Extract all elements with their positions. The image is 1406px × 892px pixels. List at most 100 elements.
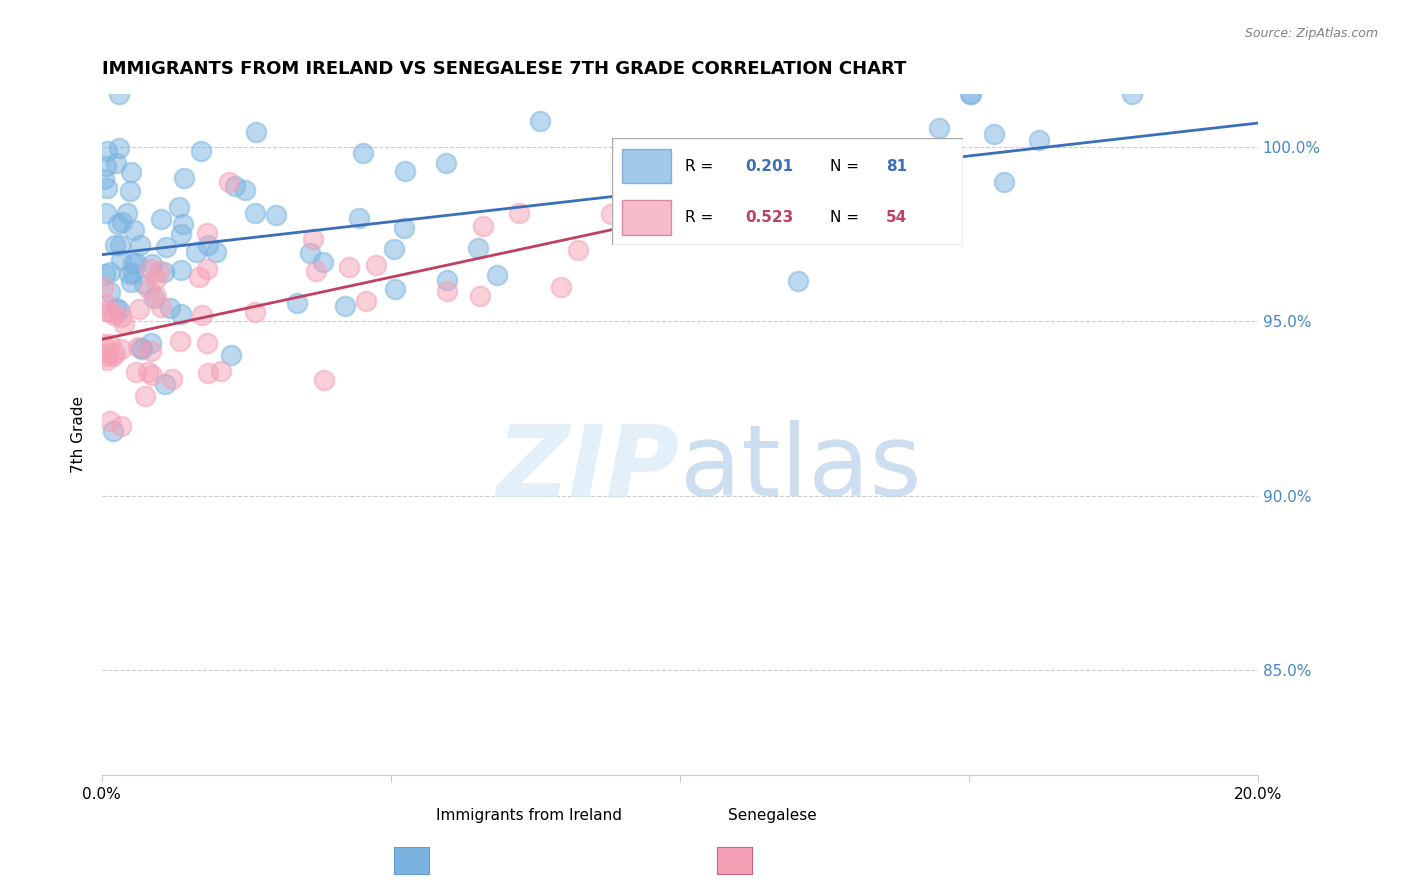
Senegalese — [103, 308, 125, 322]
Senegalese — [141, 343, 163, 358]
Senegalese — [567, 243, 589, 257]
Senegalese — [103, 349, 125, 363]
Senegalese — [94, 297, 117, 311]
Text: Source: ZipAtlas.com: Source: ZipAtlas.com — [1244, 27, 1378, 40]
Immigrants from Ireland — [298, 246, 321, 260]
Bar — [621, 149, 672, 183]
Senegalese — [243, 304, 266, 318]
Senegalese — [145, 289, 167, 303]
Senegalese — [125, 365, 148, 379]
Immigrants from Ireland — [105, 301, 128, 316]
Immigrants from Ireland — [93, 171, 115, 186]
Immigrants from Ireland — [105, 156, 128, 170]
Immigrants from Ireland — [394, 164, 416, 178]
Senegalese — [97, 346, 120, 360]
Senegalese — [104, 346, 127, 360]
Text: R =: R = — [686, 159, 718, 174]
Immigrants from Ireland — [117, 206, 139, 220]
Immigrants from Ireland — [184, 245, 207, 260]
Senegalese — [98, 337, 121, 351]
Text: 54: 54 — [886, 210, 907, 225]
Senegalese — [150, 301, 173, 315]
Immigrants from Ireland — [108, 87, 131, 102]
Immigrants from Ireland — [264, 208, 287, 222]
Immigrants from Ireland — [96, 181, 118, 195]
Senegalese — [305, 264, 328, 278]
Immigrants from Ireland — [149, 211, 172, 226]
Senegalese — [187, 269, 209, 284]
Immigrants from Ireland — [108, 140, 131, 154]
Immigrants from Ireland — [122, 266, 145, 280]
Senegalese — [112, 318, 135, 332]
Immigrants from Ireland — [224, 179, 246, 194]
Immigrants from Ireland — [155, 240, 177, 254]
Immigrants from Ireland — [122, 255, 145, 269]
Immigrants from Ireland — [122, 222, 145, 236]
Immigrants from Ireland — [153, 265, 176, 279]
Senegalese — [472, 219, 495, 233]
Immigrants from Ireland — [352, 145, 374, 160]
Immigrants from Ireland — [118, 268, 141, 282]
Senegalese — [600, 207, 623, 221]
Immigrants from Ireland — [394, 221, 416, 235]
Senegalese — [145, 272, 167, 286]
Immigrants from Ireland — [333, 299, 356, 313]
Senegalese — [100, 414, 122, 428]
Text: 81: 81 — [886, 159, 907, 174]
Immigrants from Ireland — [169, 227, 191, 242]
Senegalese — [110, 342, 132, 356]
Immigrants from Ireland — [648, 202, 671, 217]
Immigrants from Ireland — [110, 253, 132, 268]
Immigrants from Ireland — [128, 237, 150, 252]
Immigrants from Ireland — [103, 237, 125, 252]
Senegalese — [191, 308, 214, 322]
Senegalese — [141, 368, 163, 382]
Immigrants from Ireland — [1028, 133, 1050, 147]
Immigrants from Ireland — [911, 220, 934, 235]
Immigrants from Ireland — [485, 268, 508, 282]
Immigrants from Ireland — [131, 343, 153, 357]
Senegalese — [436, 284, 458, 298]
Immigrants from Ireland — [141, 257, 163, 271]
Senegalese — [195, 226, 218, 240]
Senegalese — [91, 280, 114, 294]
Immigrants from Ireland — [190, 145, 212, 159]
Immigrants from Ireland — [98, 285, 121, 300]
Text: 0.523: 0.523 — [745, 210, 793, 225]
Immigrants from Ireland — [101, 425, 124, 439]
Immigrants from Ireland — [100, 265, 122, 279]
Senegalese — [550, 280, 572, 294]
Immigrants from Ireland — [382, 242, 405, 256]
Immigrants from Ireland — [107, 217, 129, 231]
Senegalese — [96, 353, 118, 368]
Immigrants from Ireland — [243, 206, 266, 220]
Immigrants from Ireland — [993, 175, 1015, 189]
Immigrants from Ireland — [139, 335, 162, 350]
Immigrants from Ireland — [170, 307, 193, 321]
Text: N =: N = — [830, 159, 863, 174]
Immigrants from Ireland — [285, 296, 308, 310]
Senegalese — [136, 365, 159, 379]
Immigrants from Ireland — [108, 302, 131, 317]
Senegalese — [354, 293, 377, 308]
Immigrants from Ireland — [96, 144, 118, 158]
Senegalese — [148, 264, 170, 278]
Senegalese — [94, 349, 117, 363]
Bar — [621, 201, 672, 235]
Immigrants from Ireland — [219, 348, 242, 362]
Senegalese — [195, 262, 218, 277]
Immigrants from Ireland — [245, 125, 267, 139]
Senegalese — [337, 260, 360, 274]
Immigrants from Ireland — [172, 217, 194, 231]
Senegalese — [110, 310, 132, 324]
Text: IMMIGRANTS FROM IRELAND VS SENEGALESE 7TH GRADE CORRELATION CHART: IMMIGRANTS FROM IRELAND VS SENEGALESE 7T… — [101, 60, 905, 78]
Immigrants from Ireland — [529, 114, 551, 128]
Senegalese — [195, 336, 218, 351]
Immigrants from Ireland — [787, 274, 810, 288]
Senegalese — [302, 232, 325, 246]
Senegalese — [314, 373, 336, 387]
Immigrants from Ireland — [129, 342, 152, 356]
Senegalese — [218, 175, 240, 189]
Immigrants from Ireland — [983, 128, 1005, 142]
Text: N =: N = — [830, 210, 863, 225]
